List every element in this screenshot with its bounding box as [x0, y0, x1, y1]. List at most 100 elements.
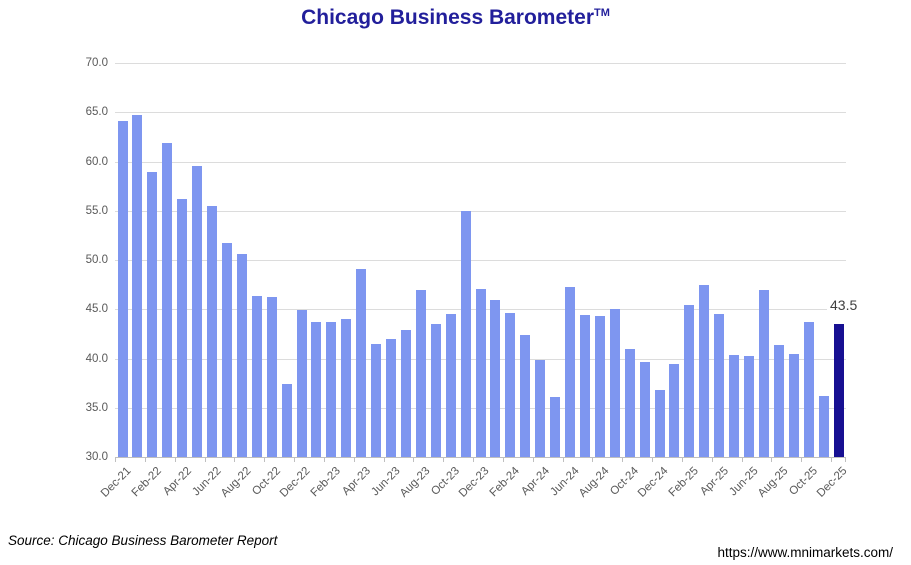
x-tick-label: Jun-22 — [190, 465, 224, 499]
axis-tick — [204, 458, 206, 462]
x-tick-label: Feb-24 — [487, 465, 522, 500]
bar — [326, 322, 337, 457]
x-tick-label: Dec-24 — [636, 465, 671, 500]
x-tick-label: Feb-23 — [308, 465, 343, 500]
bar — [818, 395, 829, 457]
y-tick-label: 70.0 — [85, 57, 108, 69]
plot-area — [115, 63, 846, 462]
axis-tick — [264, 458, 266, 462]
bar — [266, 297, 277, 457]
bar — [460, 210, 471, 457]
bar — [341, 319, 352, 457]
axis-tick — [174, 458, 176, 462]
x-tick-label: Aug-22 — [218, 465, 254, 500]
y-tick-label: 40.0 — [85, 352, 108, 365]
x-tick-label: Dec-25 — [815, 465, 850, 500]
bar — [356, 268, 367, 457]
x-tick-label: Oct-25 — [787, 465, 821, 498]
x-tick-label: Oct-24 — [608, 465, 642, 498]
gridline — [115, 457, 846, 458]
axis-tick — [741, 458, 743, 462]
x-tick-label: Oct-22 — [250, 465, 284, 498]
y-tick-label: 55.0 — [85, 204, 108, 217]
y-tick-label: 50.0 — [85, 254, 108, 266]
bar — [251, 296, 262, 457]
x-axis-labels: Dec-21 Feb-22 Apr-22 Jun-22 Aug-22 Oct-22 Dec-… — [99, 458, 850, 518]
bar — [281, 384, 292, 457]
bar — [684, 305, 695, 457]
x-tick-label: Apr-22 — [160, 465, 194, 498]
gridline — [115, 210, 846, 212]
bar — [415, 289, 426, 457]
axis-tick — [592, 458, 594, 462]
axis-tick — [353, 458, 355, 462]
bar — [803, 322, 814, 457]
axis-tick — [502, 458, 504, 462]
x-tick-label: Aug-23 — [397, 465, 433, 500]
trademark-superscript: TM — [594, 7, 610, 19]
bar — [132, 115, 143, 457]
bar — [400, 329, 411, 457]
bar — [236, 254, 247, 457]
x-tick-label: Apr-24 — [518, 465, 552, 498]
axis-tick — [681, 458, 683, 462]
y-tick-label: 35.0 — [85, 401, 108, 414]
bar — [699, 284, 710, 457]
bar — [505, 313, 516, 457]
axis-tick — [473, 458, 474, 462]
axis-tick — [622, 458, 624, 462]
bar — [445, 314, 456, 457]
bar — [311, 322, 322, 457]
bar — [520, 334, 531, 457]
x-tick-label: Dec-22 — [278, 465, 313, 500]
bar — [177, 198, 188, 457]
gridline — [115, 112, 846, 114]
axis-tick — [383, 458, 385, 462]
bar — [386, 338, 396, 457]
source-note: Source: Chicago Business Barometer Repor… — [8, 533, 278, 548]
last-bar-value-label: 43.5 — [827, 297, 861, 313]
bar — [475, 288, 486, 457]
axis-tick — [831, 458, 833, 462]
bar — [192, 166, 203, 457]
bar — [490, 300, 501, 457]
y-tick-label: 60.0 — [85, 155, 108, 168]
x-tick-label: Aug-25 — [755, 465, 791, 500]
bar — [594, 316, 605, 457]
x-tick-label: Jun-24 — [548, 465, 582, 499]
bar — [221, 243, 232, 457]
bar — [371, 343, 382, 457]
bar — [714, 314, 725, 457]
bar — [550, 396, 561, 457]
bar — [207, 205, 217, 457]
bar — [788, 353, 799, 457]
chart-title-text: Chicago Business Barometer — [301, 6, 595, 29]
bar — [147, 172, 158, 457]
axis-tick — [845, 458, 846, 462]
axis-tick — [562, 458, 564, 462]
bar — [833, 324, 844, 457]
x-tick-label: Jun-23 — [369, 465, 403, 499]
gridline — [115, 161, 846, 163]
bar — [609, 309, 620, 457]
bar — [773, 344, 784, 457]
x-tick-label: Feb-22 — [129, 465, 164, 500]
bar — [535, 359, 546, 457]
axis-tick — [443, 458, 445, 462]
x-tick-label: Dec-21 — [99, 465, 134, 500]
y-tick-label: 30.0 — [85, 451, 108, 463]
axis-tick — [323, 458, 325, 462]
x-tick-label: Apr-23 — [339, 465, 373, 498]
bar — [296, 310, 307, 457]
chart-title: Chicago Business BarometerTM — [0, 6, 911, 30]
x-tick-label: Dec-23 — [457, 465, 492, 500]
bar — [565, 286, 575, 457]
bar — [117, 121, 128, 457]
axis-tick — [144, 458, 146, 462]
axis-tick — [413, 458, 415, 462]
axis-tick — [532, 458, 534, 462]
axis-tick — [652, 458, 654, 462]
y-tick-label: 65.0 — [85, 106, 108, 119]
bar — [758, 289, 769, 457]
